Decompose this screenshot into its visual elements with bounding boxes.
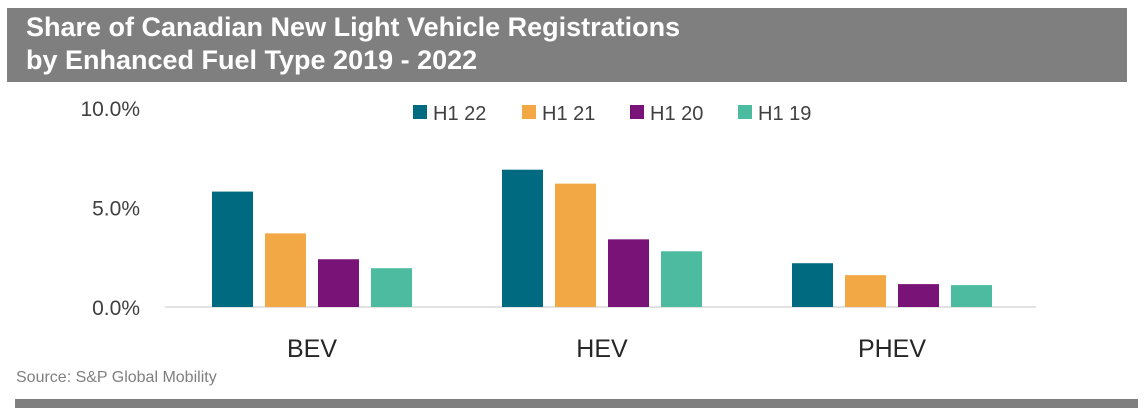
bar-bev-h1-22: [212, 191, 253, 307]
bar-phev-h1-22: [792, 263, 833, 307]
legend-label: H1 21: [542, 103, 595, 125]
bar-bev-h1-19: [371, 268, 412, 307]
y-tick-label: 0.0%: [92, 297, 140, 320]
chart-title-line-1: Share of Canadian New Light Vehicle Regi…: [26, 12, 681, 42]
x-tick-label: PHEV: [858, 335, 926, 363]
x-tick-label: HEV: [576, 335, 628, 363]
bar-hev-h1-19: [661, 251, 702, 307]
x-tick-label: BEV: [287, 335, 337, 363]
source-note: Source: S&P Global Mobility: [16, 369, 217, 386]
bar-hev-h1-20: [608, 239, 649, 307]
bar-phev-h1-19: [951, 285, 992, 307]
bar-hev-h1-21: [555, 183, 596, 307]
legend-swatch: [738, 105, 752, 119]
legend-label: H1 20: [650, 103, 703, 125]
y-tick-label: 10.0%: [80, 98, 140, 121]
bottom-rule: [15, 399, 1138, 408]
chart-title-line-2: by Enhanced Fuel Type 2019 - 2022: [26, 45, 478, 75]
bar-hev-h1-22: [502, 169, 543, 307]
title-bar: Share of Canadian New Light Vehicle Regi…: [7, 8, 1127, 82]
bar-bev-h1-21: [265, 233, 306, 307]
legend-label: H1 19: [758, 103, 811, 125]
y-tick-label: 5.0%: [92, 198, 140, 221]
legend-swatch: [413, 105, 427, 119]
bar-phev-h1-20: [898, 284, 939, 307]
legend-swatch: [522, 105, 536, 119]
bar-bev-h1-20: [318, 259, 359, 307]
legend-label: H1 22: [433, 103, 486, 125]
legend-swatch: [630, 105, 644, 119]
bar-phev-h1-21: [845, 275, 886, 307]
